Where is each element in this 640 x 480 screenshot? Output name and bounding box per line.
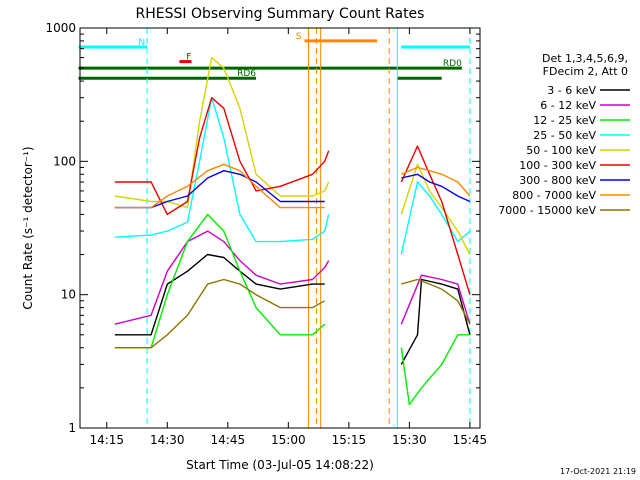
x-tick-label: 14:15 (89, 433, 124, 447)
series-line-800-7000-kev (114, 163, 471, 209)
y-tick-label: 10 (61, 288, 76, 302)
legend-label-50-100-kev: 50 - 100 keV (526, 144, 596, 157)
y-axis-label: Count Rate (s⁻¹ detector⁻¹) (21, 146, 35, 309)
x-tick-label: 15:30 (392, 433, 427, 447)
legend-label-100-300-kev: 100 - 300 keV (519, 159, 596, 172)
legend-label-800-7000-kev: 800 - 7000 keV (512, 189, 596, 202)
flag-bars-layer: N F RD0 RD6 S (78, 32, 470, 80)
y-tick-label: 100 (53, 154, 76, 168)
legend-header-line: Det 1,3,4,5,6,9, (542, 52, 628, 65)
flag-label-rd0: RD0 (443, 59, 462, 69)
series-line-3-6-kev (114, 253, 471, 365)
series-line-25-50-kev (114, 97, 471, 255)
series-line-100-300-kev (114, 97, 471, 295)
x-tick-label: 14:45 (211, 433, 246, 447)
flag-label-n: N (138, 38, 145, 48)
legend-label-3-6-kev: 3 - 6 keV (547, 84, 596, 97)
series-layer (114, 56, 471, 406)
series-line-7000-15000-kev (114, 278, 471, 349)
axes-layer: 14:15 14:30 14:45 15:00 15:15 15:30 15:45 1 10 10… (45, 21, 487, 447)
legend-label-6-12-kev: 6 - 12 keV (540, 99, 596, 112)
series-line-12-25-kev (114, 213, 470, 406)
legend: Det 1,3,4,5,6,9,FDecim 2, Att 0 3 - 6 keV… (498, 52, 630, 217)
legend-label-7000-15000-kev: 7000 - 15000 keV (498, 204, 596, 217)
x-tick-label: 14:30 (150, 433, 185, 447)
plot-frame (79, 27, 481, 429)
x-tick-label: 15:45 (453, 433, 488, 447)
legend-label-25-50-kev: 25 - 50 keV (533, 129, 596, 142)
flag-label-f: F (186, 53, 191, 63)
y-tick-label: 1000 (45, 21, 76, 35)
legend-header-line: FDecim 2, Att 0 (543, 65, 628, 78)
series-line-300-800-kev (114, 170, 471, 209)
y-tick-label: 1 (68, 421, 76, 435)
legend-label-300-800-kev: 300 - 800 keV (519, 174, 596, 187)
flag-label-rd6: RD6 (237, 69, 256, 79)
x-tick-label: 15:00 (271, 433, 306, 447)
time-markers-layer (146, 28, 471, 428)
x-axis-label: Start Time (03-Jul-05 14:08:22) (186, 458, 374, 472)
timestamp: 17-Oct-2021 21:19 (560, 467, 636, 476)
legend-label-12-25-kev: 12 - 25 keV (533, 114, 596, 127)
x-tick-label: 15:15 (332, 433, 367, 447)
flag-label-s: S (296, 32, 302, 42)
chart-title: RHESSI Observing Summary Count Rates (136, 6, 425, 22)
